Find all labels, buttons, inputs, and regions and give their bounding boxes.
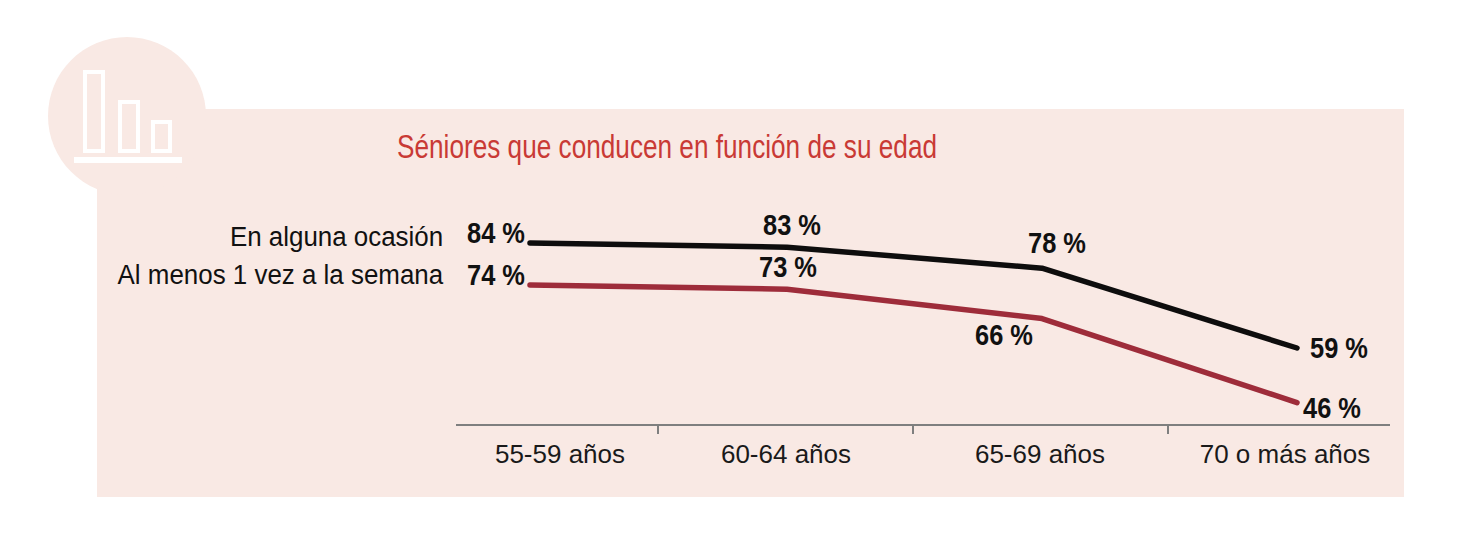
value-label: 46 % (1303, 392, 1361, 424)
value-label: 74 % (467, 259, 525, 291)
line-chart: 55-59 años 60-64 años 65-69 años 70 o más a… (0, 0, 1462, 542)
value-label: 83 % (763, 209, 821, 241)
series-line-1 (530, 285, 1297, 403)
value-label: 78 % (1028, 227, 1086, 259)
value-label: 73 % (759, 251, 817, 283)
page: { "title": {"text": "Séniores que conduc… (0, 0, 1462, 542)
value-label: 59 % (1310, 332, 1368, 364)
category-label: 55-59 años (495, 439, 625, 469)
series-line-0 (530, 243, 1297, 348)
value-label: 66 % (975, 319, 1033, 351)
value-label: 84 % (467, 217, 525, 249)
category-label: 60-64 años (721, 439, 851, 469)
category-label: 65-69 años (975, 439, 1105, 469)
category-label: 70 o más años (1200, 439, 1371, 469)
